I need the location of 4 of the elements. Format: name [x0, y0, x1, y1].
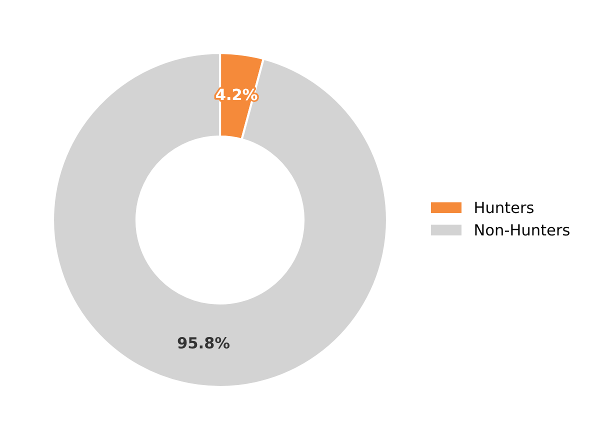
data-label: 95.8% — [178, 337, 230, 349]
donut-slice — [52, 52, 388, 388]
legend-label: Hunters — [475, 202, 534, 214]
legend-label: Non-Hunters — [475, 224, 570, 236]
